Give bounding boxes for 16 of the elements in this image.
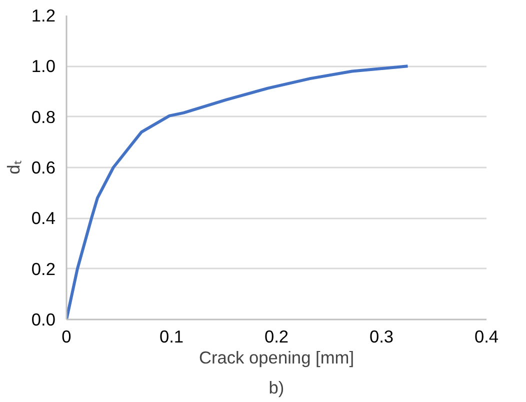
text: b): [268, 378, 284, 398]
y-axis-title: dₜ: [3, 160, 24, 174]
x-axis-title: Crack opening [mm]: [198, 348, 354, 368]
x-tick-label: 0.1: [159, 326, 184, 346]
y-tick-label: 0.2: [31, 258, 56, 279]
y-tick-label: 0.4: [31, 208, 56, 228]
x-tick-label: 0.3: [369, 326, 394, 346]
y-tick-label: 1.2: [31, 6, 56, 26]
x-tick-label: 0.2: [264, 326, 289, 346]
y-tick-label: 0.8: [31, 106, 56, 127]
y-tick-label: 0.6: [31, 158, 56, 178]
x-tick-label: 0.4: [474, 326, 499, 346]
line-series: [66, 64, 410, 320]
y-tick-label: 0.0: [31, 310, 56, 330]
y-tick-label: 1.0: [31, 56, 56, 76]
x-tick-label: 0: [62, 326, 72, 346]
